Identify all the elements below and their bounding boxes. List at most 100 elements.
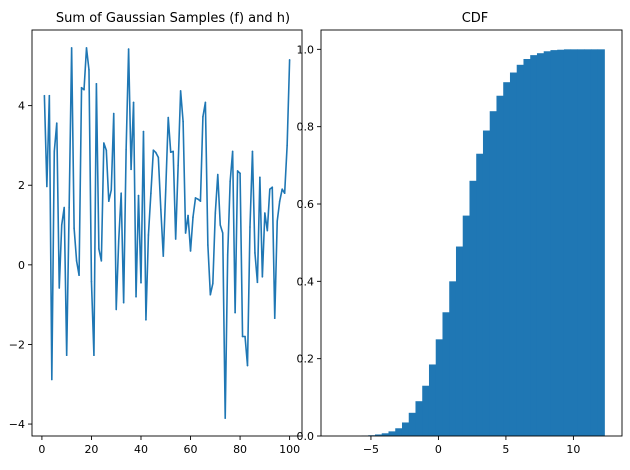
data-point [147,234,150,236]
data-point [182,120,184,123]
data-point [100,260,103,262]
data-point [120,192,122,194]
histogram-bar [415,401,423,436]
histogram-bar [442,312,450,436]
histogram-bar [381,433,389,436]
data-point [75,260,78,262]
histogram-bar [482,130,491,436]
data-point [236,170,239,172]
line-chart-panel: Sum of Gaussian Samples (f) and h) 0 20 40… [9,11,303,456]
data-point [269,188,271,191]
line-chart-y-axis: −4 −2 0 2 4 [9,100,32,431]
data-point [130,168,132,171]
data-point [197,198,199,200]
data-point [254,252,256,254]
data-point [55,122,58,124]
data-point [239,172,241,175]
data-point [221,232,224,234]
histogram-bar [509,72,518,436]
data-point [244,335,246,338]
histogram-bar [530,55,538,436]
histogram-bar [496,95,504,436]
cdf-chart-y-axis: 0.0 0.2 0.4 0.6 0.8 1.0 [297,43,321,443]
data-point [90,280,93,283]
data-point [212,282,214,285]
data-point [117,240,120,242]
x-tick-label: 5 [502,443,509,456]
data-point [60,224,63,226]
histogram-bar [428,364,437,436]
data-point [256,281,259,284]
data-point [271,186,274,189]
y-tick-label: 0.4 [297,275,315,288]
x-tick-label: 0 [38,443,45,456]
histogram-bar [590,49,599,436]
histogram-bar [435,339,443,436]
data-point [137,194,140,197]
data-point [264,212,266,214]
data-point [85,47,88,49]
x-tick-label: 20 [84,443,98,456]
data-point [288,59,291,61]
y-tick-label: 0.6 [297,198,315,211]
data-point [140,281,142,284]
data-point [224,417,227,419]
histogram-bar [449,281,457,436]
data-point [259,176,261,179]
data-point [58,287,61,289]
line-chart-title: Sum of Gaussian Samples (f) and h) [56,11,290,26]
data-point [187,214,189,217]
x-tick-label: −5 [363,443,379,456]
data-point [162,255,165,257]
data-point [88,69,90,71]
histogram-bar [550,50,558,437]
data-point [219,224,222,226]
data-point [207,244,209,246]
data-point [107,200,110,202]
data-point [216,173,219,176]
data-point [112,112,115,115]
data-point [281,188,283,191]
data-point [78,274,80,276]
data-point [43,94,46,97]
data-point [179,90,182,92]
y-tick-label: 1.0 [297,43,315,56]
histogram-bar [584,49,592,436]
data-point [63,206,65,209]
data-point [172,150,174,153]
data-point [145,318,147,321]
data-point [80,86,83,89]
data-point [157,156,160,159]
histogram-bar [570,49,578,436]
histogram-bar [523,59,531,436]
histogram-bar [374,434,383,436]
data-point [132,101,135,104]
histogram-bar [563,49,572,436]
data-point [51,378,53,381]
histogram-bar [422,385,430,436]
data-point [68,206,70,209]
data-point [125,148,127,151]
y-tick-label: 4 [18,100,25,113]
cdf-chart-title: CDF [462,11,489,26]
histogram-bar [469,180,477,436]
data-point [286,144,288,147]
data-point [192,216,194,218]
histogram-bar [462,215,470,436]
data-point [73,227,75,230]
histogram-bar [408,412,416,436]
data-point [199,200,202,202]
data-point [95,82,98,85]
data-point [189,250,192,252]
data-point [234,311,236,314]
y-tick-label: 2 [18,179,25,192]
data-point [214,212,217,214]
data-point [93,354,95,357]
y-tick-label: −4 [9,418,25,431]
data-point [229,180,231,183]
histogram-bar [536,53,545,436]
data-point [127,48,130,50]
data-point [246,364,249,367]
data-point [65,354,68,357]
